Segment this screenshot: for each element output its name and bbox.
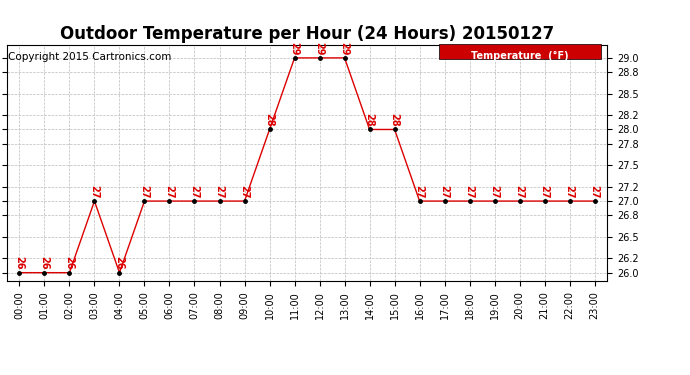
- Text: 27: 27: [490, 185, 500, 198]
- Text: 27: 27: [564, 185, 575, 198]
- Text: 27: 27: [515, 185, 524, 198]
- Text: 27: 27: [190, 185, 199, 198]
- FancyBboxPatch shape: [439, 44, 601, 59]
- Text: 27: 27: [590, 185, 600, 198]
- Text: 27: 27: [540, 185, 550, 198]
- Text: 29: 29: [290, 42, 299, 55]
- Text: 28: 28: [264, 113, 275, 127]
- Text: 27: 27: [215, 185, 224, 198]
- Text: 26: 26: [115, 256, 124, 270]
- Text: 27: 27: [239, 185, 250, 198]
- Text: 28: 28: [364, 113, 375, 127]
- Text: 29: 29: [339, 42, 350, 55]
- Title: Outdoor Temperature per Hour (24 Hours) 20150127: Outdoor Temperature per Hour (24 Hours) …: [60, 26, 554, 44]
- Text: Temperature  (°F): Temperature (°F): [471, 51, 569, 62]
- Text: 27: 27: [415, 185, 424, 198]
- Text: 26: 26: [64, 256, 75, 270]
- Text: Copyright 2015 Cartronics.com: Copyright 2015 Cartronics.com: [8, 52, 172, 62]
- Text: 27: 27: [90, 185, 99, 198]
- Text: 27: 27: [164, 185, 175, 198]
- Text: 27: 27: [440, 185, 450, 198]
- Text: 27: 27: [139, 185, 150, 198]
- Text: 26: 26: [39, 256, 50, 270]
- Text: 29: 29: [315, 42, 324, 55]
- Text: 26: 26: [14, 256, 24, 270]
- Text: 27: 27: [464, 185, 475, 198]
- Text: 28: 28: [390, 113, 400, 127]
